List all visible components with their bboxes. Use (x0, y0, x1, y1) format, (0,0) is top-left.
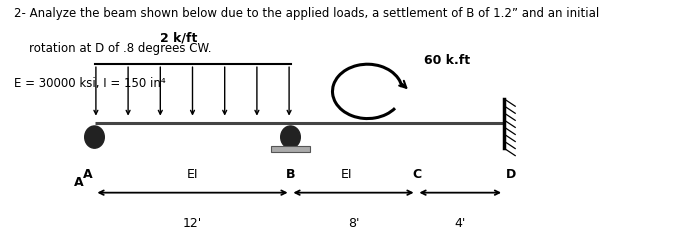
Text: rotation at D of .8 degrees CW.: rotation at D of .8 degrees CW. (14, 42, 211, 55)
Text: 2- Analyze the beam shown below due to the applied loads, a settlement of B of 1: 2- Analyze the beam shown below due to t… (14, 7, 599, 21)
Text: C: C (412, 168, 421, 181)
FancyBboxPatch shape (271, 146, 309, 152)
Ellipse shape (85, 126, 104, 148)
Text: 60 k.ft: 60 k.ft (424, 54, 470, 67)
Text: D: D (506, 168, 516, 181)
Text: A: A (83, 168, 92, 181)
Text: 4': 4' (454, 217, 466, 230)
Text: EI: EI (187, 168, 198, 181)
Ellipse shape (281, 126, 300, 148)
Text: 2 k/ft: 2 k/ft (160, 31, 197, 44)
Text: B: B (286, 168, 295, 181)
Text: 8': 8' (348, 217, 359, 230)
Text: 12': 12' (183, 217, 202, 230)
Text: EI: EI (341, 168, 352, 181)
Text: A: A (74, 176, 84, 189)
Text: E = 30000 ksi, I = 150 in⁴: E = 30000 ksi, I = 150 in⁴ (14, 77, 166, 90)
